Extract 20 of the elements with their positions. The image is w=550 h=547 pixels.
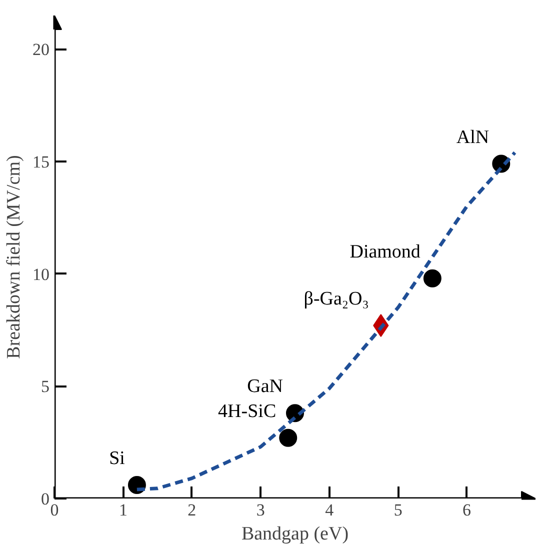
x-tick-label: 4: [325, 500, 334, 520]
x-tick-label: 2: [188, 500, 196, 520]
y-tick-label: 10: [32, 264, 50, 284]
y-tick-label: 15: [32, 152, 50, 172]
x-axis-title: Bandgap (eV): [241, 524, 349, 544]
x-tick-label: 1: [118, 500, 128, 520]
annotation: Si: [109, 448, 125, 470]
y-tick-label: 5: [41, 377, 50, 396]
y-tick-label: 20: [32, 40, 50, 60]
annotation: 4H-SiC: [218, 400, 276, 422]
point: [423, 269, 442, 288]
annotation: Diamond: [350, 241, 421, 262]
y-axis-title: Breakdown field (MV/cm): [4, 155, 24, 359]
x-tick-label: 6: [462, 500, 472, 520]
x-tick-label: 5: [394, 500, 402, 520]
x-tick-label: 3: [256, 500, 265, 520]
annotation: β-Ga₂O₃: [304, 288, 369, 310]
annotation: GaN: [247, 376, 284, 398]
annotation: AlN: [456, 126, 490, 148]
point: [279, 428, 298, 447]
